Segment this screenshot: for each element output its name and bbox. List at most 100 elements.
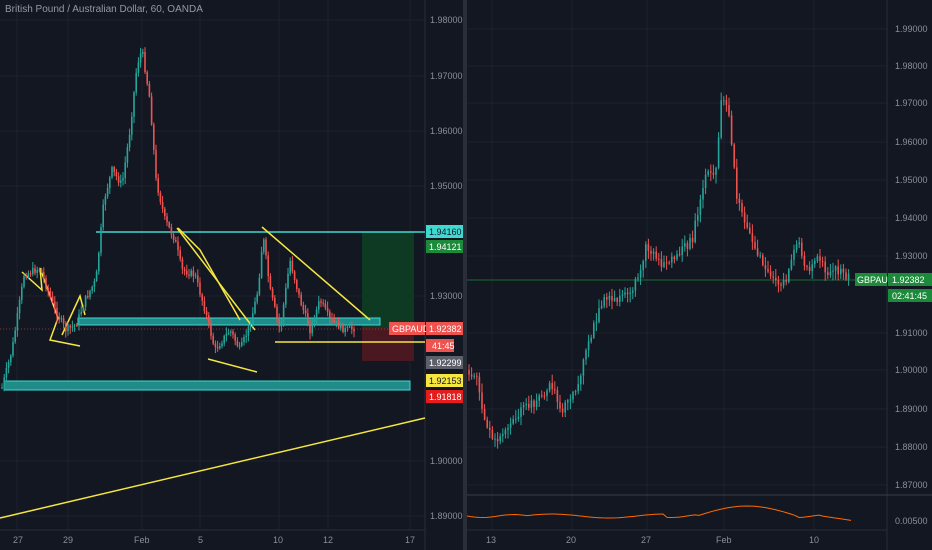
candle-body <box>254 301 256 314</box>
candle-body <box>642 260 644 271</box>
candle-body <box>681 246 683 255</box>
support-zone-upper[interactable] <box>77 317 381 326</box>
candle-body <box>122 178 124 181</box>
price-tick: 1.99000 <box>895 24 928 34</box>
candle-body <box>564 402 566 413</box>
candle-body <box>82 306 85 312</box>
candle-body <box>756 248 759 256</box>
candle-body <box>3 377 5 388</box>
candle-body <box>342 323 344 333</box>
candle-body <box>759 255 761 257</box>
left-price-tags: 1.94160 1.94121 GBPAUD 1.92382 41:45 1.9… <box>389 225 463 403</box>
candle-body <box>806 265 808 267</box>
candle-body <box>146 72 148 84</box>
price-tick: 1.90000 <box>895 365 928 375</box>
candle-body <box>660 259 663 267</box>
candle-body <box>842 268 845 273</box>
candle-body <box>190 270 192 276</box>
candle-body <box>707 171 709 175</box>
candle-body <box>645 244 647 261</box>
candle-body <box>69 325 71 328</box>
candle-body <box>18 299 21 314</box>
price-tick: 1.98000 <box>895 61 928 71</box>
candle-body <box>243 337 245 343</box>
candle-body <box>234 334 236 341</box>
candle-body <box>827 272 829 276</box>
left-chart-pane[interactable]: 1.98000 1.97000 1.96000 1.95000 1.93000 … <box>0 0 463 550</box>
candle-body <box>351 326 353 330</box>
candle-body <box>782 280 785 286</box>
candle-body <box>133 92 135 117</box>
candle-body <box>788 269 790 283</box>
candle-body <box>47 287 49 291</box>
candle-body <box>38 269 41 271</box>
candle-body <box>340 323 342 329</box>
price-tick: 1.95000 <box>895 175 928 185</box>
support-zone-lower[interactable] <box>3 380 411 391</box>
candle-body <box>337 321 340 329</box>
price-tick: 1.97000 <box>430 71 463 81</box>
price-tick: 1.93000 <box>430 291 463 301</box>
candle-body <box>777 279 780 285</box>
candle-body <box>298 288 300 295</box>
candle-body <box>535 400 538 407</box>
candle-body <box>600 306 603 309</box>
candle-body <box>626 292 629 294</box>
candle-body <box>12 341 14 356</box>
candle-body <box>344 328 346 333</box>
left-chart-canvas[interactable]: 1.98000 1.97000 1.96000 1.95000 1.93000 … <box>0 0 463 550</box>
candle-body <box>624 292 626 295</box>
candle-body <box>318 301 320 310</box>
right-chart-canvas[interactable]: 1.99000 1.98000 1.97000 1.96000 1.95000 … <box>467 0 932 550</box>
candle-body <box>324 303 327 308</box>
candle-body <box>95 271 98 282</box>
candle-body <box>201 294 203 301</box>
stop-price-tag: 1.91818 <box>429 392 462 402</box>
candle-body <box>478 376 481 393</box>
price-tick: 1.96000 <box>430 126 463 136</box>
candle-body <box>725 100 728 105</box>
candle-body <box>580 375 582 385</box>
left-candlestick-series <box>1 47 355 392</box>
candle-body <box>5 368 8 378</box>
price-tick: 1.93000 <box>895 251 928 261</box>
candle-body <box>322 302 324 304</box>
candle-body <box>554 389 556 391</box>
candle-body <box>230 331 232 333</box>
candle-body <box>616 298 618 302</box>
candle-body <box>551 383 553 390</box>
candle-body <box>181 258 184 270</box>
candle-body <box>51 296 54 302</box>
candle-body <box>811 264 813 271</box>
candle-body <box>764 265 767 270</box>
candle-body <box>223 335 225 344</box>
candle-body <box>509 423 512 428</box>
candle-body <box>49 290 52 297</box>
long-position-profit-zone[interactable] <box>362 232 414 328</box>
candle-body <box>590 337 592 342</box>
candle-body <box>736 167 738 199</box>
candle-body <box>483 408 486 420</box>
candle-body <box>798 242 800 245</box>
candle-body <box>120 180 122 183</box>
candle-body <box>834 266 837 271</box>
candle-body <box>481 392 483 409</box>
candle-body <box>27 273 30 278</box>
right-chart-pane[interactable]: 1.99000 1.98000 1.97000 1.96000 1.95000 … <box>467 0 932 550</box>
candle-body <box>795 244 798 250</box>
time-tick: 17 <box>405 535 415 545</box>
candle-body <box>320 301 322 303</box>
time-tick: 13 <box>486 535 496 545</box>
pane-divider[interactable] <box>463 0 467 550</box>
trend-drawings[interactable] <box>0 226 426 519</box>
candle-body <box>128 134 131 148</box>
time-tick: 29 <box>63 535 73 545</box>
candle-body <box>76 325 78 327</box>
candle-body <box>73 325 76 327</box>
candle-body <box>139 53 142 63</box>
candle-body <box>78 314 80 326</box>
candle-body <box>816 256 819 261</box>
candle-body <box>346 326 349 329</box>
candle-body <box>567 400 569 403</box>
candle-body <box>238 345 241 347</box>
